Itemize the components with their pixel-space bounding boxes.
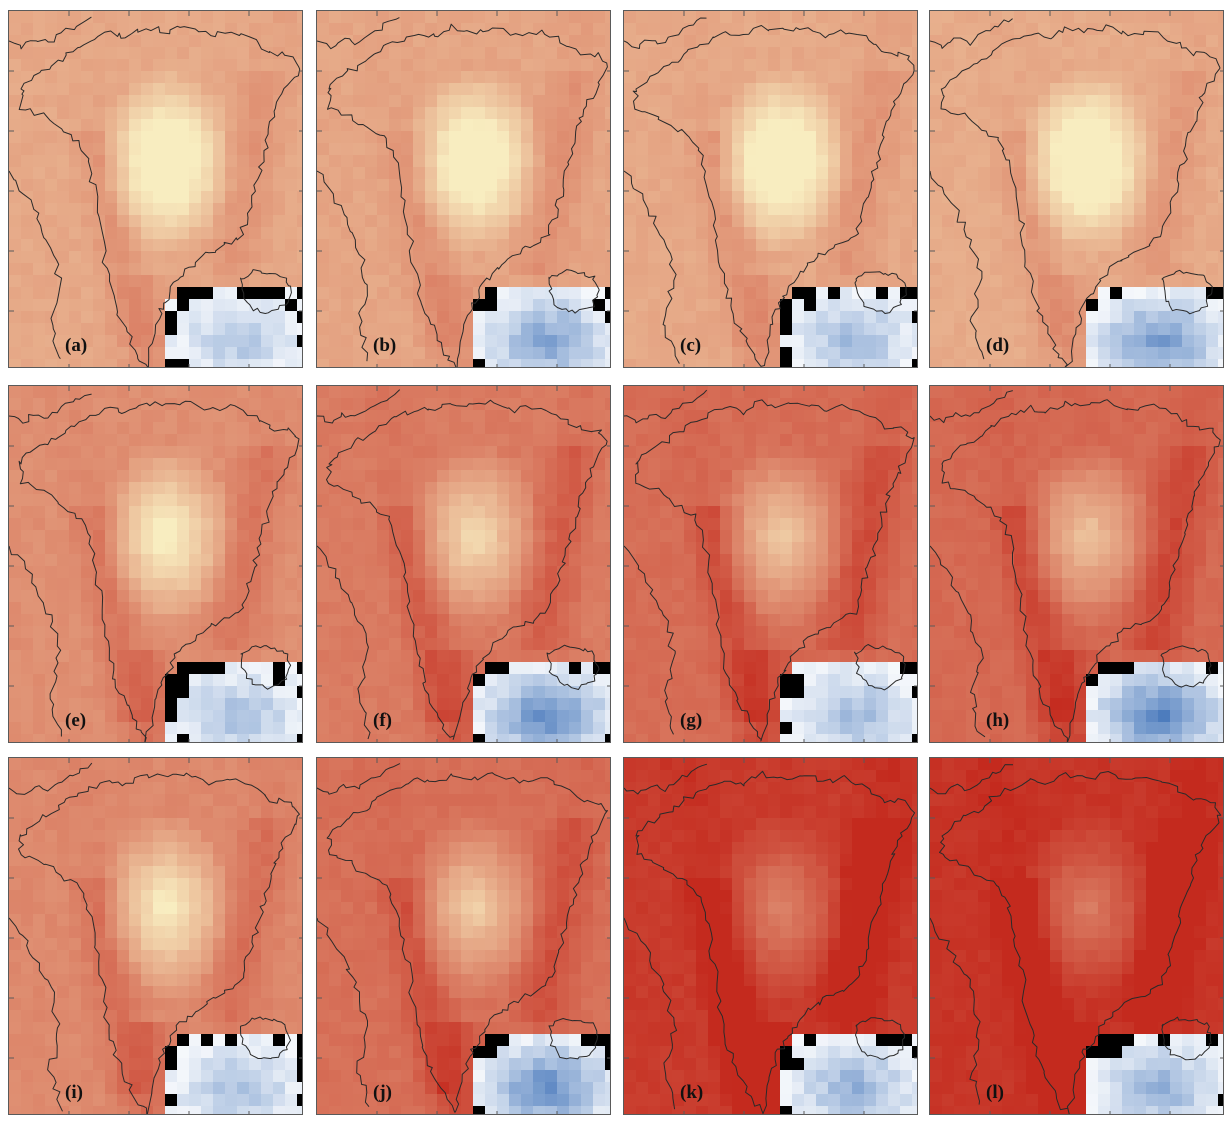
map-panel: (f): [316, 385, 611, 743]
greenland-coastline: [632, 25, 915, 367]
panel-label: (i): [65, 1082, 83, 1103]
iceland-coastline: [546, 644, 600, 690]
ellesmere-coastline: [9, 762, 93, 795]
map-panel: (j): [316, 757, 611, 1115]
temperature-anomaly-map: [930, 11, 1223, 367]
map-panel: (e): [8, 385, 303, 743]
panel-label: (f): [373, 710, 392, 731]
baffin-coastline: [624, 170, 680, 364]
ellesmere-coastline: [624, 763, 708, 795]
temperature-anomaly-map: [624, 758, 917, 1114]
greenland-coastline: [326, 399, 608, 740]
map-panel: (l): [929, 757, 1224, 1115]
map-panel: (c): [623, 10, 918, 368]
frame-ticks: [317, 386, 610, 742]
frame-ticks: [9, 11, 302, 367]
baffin-coastline: [317, 545, 371, 740]
panel-label: (l): [986, 1082, 1004, 1103]
greenland-coastline: [939, 771, 1222, 1114]
baffin-coastline: [9, 545, 62, 737]
panel-label: (h): [986, 710, 1010, 731]
map-panel: (k): [623, 757, 918, 1115]
iceland-coastline: [855, 1017, 905, 1060]
map-panel: (d): [929, 10, 1224, 368]
frame-ticks: [9, 758, 302, 1114]
temperature-anomaly-map: [930, 386, 1223, 742]
baffin-coastline: [624, 545, 676, 735]
greenland-coastline: [18, 400, 300, 742]
panel-label: (e): [65, 710, 87, 731]
frame-ticks: [624, 758, 917, 1114]
iceland-coastline: [240, 645, 292, 690]
frame-ticks: [930, 11, 1223, 367]
iceland-coastline: [240, 1016, 291, 1060]
map-panel: (b): [316, 10, 611, 368]
greenland-coastline: [327, 23, 608, 367]
greenland-coastline: [941, 399, 1221, 742]
map-panel: (a): [8, 10, 303, 368]
greenland-coastline: [326, 772, 608, 1113]
frame-ticks: [9, 386, 302, 742]
temperature-anomaly-map: [317, 758, 610, 1114]
ellesmere-coastline: [317, 763, 401, 795]
greenland-coastline: [635, 399, 915, 742]
frame-ticks: [317, 758, 610, 1114]
temperature-anomaly-map: [624, 11, 917, 367]
temperature-anomaly-map: [624, 386, 917, 742]
ellesmere-coastline: [317, 17, 400, 50]
temperature-anomaly-map: [9, 758, 302, 1114]
ellesmere-coastline: [624, 389, 708, 424]
baffin-coastline: [317, 917, 370, 1108]
temperature-anomaly-map: [9, 11, 302, 367]
frame-ticks: [624, 386, 917, 742]
frame-ticks: [317, 11, 610, 367]
panel-label: (j): [373, 1082, 392, 1103]
temperature-anomaly-map: [317, 11, 610, 367]
temperature-anomaly-map: [930, 758, 1223, 1114]
iceland-coastline: [854, 271, 907, 314]
frame-ticks: [930, 758, 1223, 1114]
ellesmere-coastline: [9, 16, 92, 50]
panel-label: (c): [680, 335, 702, 356]
ellesmere-coastline: [624, 17, 707, 49]
frame-ticks: [930, 386, 1223, 742]
iceland-coastline: [1160, 645, 1212, 688]
ellesmere-coastline: [930, 18, 1013, 49]
baffin-coastline: [930, 545, 986, 738]
ellesmere-coastline: [930, 764, 1014, 795]
iceland-coastline: [1161, 1016, 1212, 1061]
panel-label: (a): [65, 335, 88, 356]
greenland-coastline: [18, 25, 301, 367]
ellesmere-coastline: [9, 393, 92, 424]
map-panel: (i): [8, 757, 303, 1115]
iceland-coastline: [548, 1018, 599, 1060]
iceland-coastline: [240, 269, 292, 314]
greenland-coastline: [635, 770, 916, 1114]
iceland-coastline: [854, 644, 906, 691]
frame-ticks: [624, 11, 917, 367]
panel-label: (b): [373, 335, 397, 356]
panel-label: (k): [680, 1082, 704, 1103]
baffin-coastline: [9, 917, 63, 1112]
iceland-coastline: [548, 269, 600, 314]
ellesmere-coastline: [317, 389, 401, 424]
greenland-coastline: [18, 772, 300, 1114]
baffin-coastline: [9, 170, 63, 360]
iceland-coastline: [1161, 269, 1213, 315]
baffin-coastline: [930, 917, 981, 1105]
panel-label: (d): [986, 335, 1010, 356]
panel-label: (g): [680, 710, 703, 731]
baffin-coastline: [317, 170, 369, 362]
baffin-coastline: [624, 917, 678, 1110]
greenland-coastline: [940, 24, 1221, 367]
ellesmere-coastline: [930, 390, 1013, 424]
map-panel: (h): [929, 385, 1224, 743]
temperature-anomaly-map: [9, 386, 302, 742]
temperature-anomaly-map: [317, 386, 610, 742]
baffin-coastline: [930, 170, 985, 360]
map-panel: (g): [623, 385, 918, 743]
